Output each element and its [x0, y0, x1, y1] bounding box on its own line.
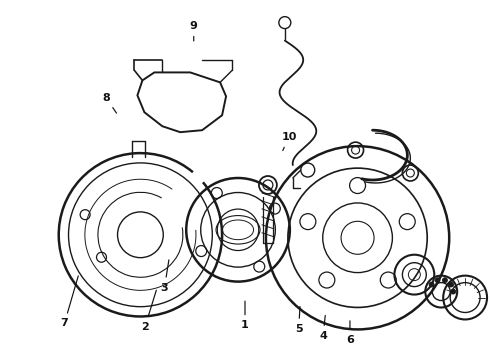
- Polygon shape: [137, 72, 226, 132]
- Circle shape: [451, 289, 456, 294]
- Text: 7: 7: [61, 276, 78, 328]
- Text: 6: 6: [346, 321, 354, 345]
- Text: 10: 10: [281, 132, 296, 150]
- Circle shape: [429, 282, 434, 287]
- Circle shape: [442, 278, 447, 283]
- Text: 2: 2: [141, 290, 156, 332]
- Circle shape: [435, 278, 440, 283]
- Text: 8: 8: [102, 93, 117, 113]
- Text: 1: 1: [241, 301, 249, 330]
- Text: 5: 5: [295, 306, 302, 334]
- Text: 3: 3: [161, 260, 169, 293]
- Text: 4: 4: [319, 315, 327, 341]
- Circle shape: [448, 282, 453, 287]
- Text: 9: 9: [190, 21, 197, 41]
